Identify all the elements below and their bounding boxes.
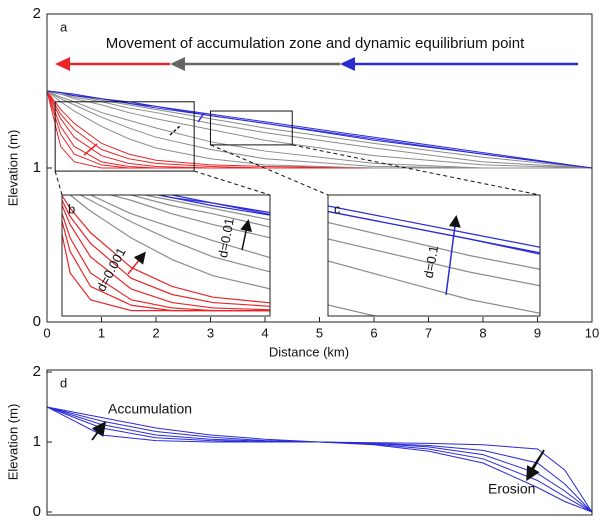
annotation: d=0.1 [421,244,441,279]
line [88,195,270,259]
inset-b-frame [61,194,271,317]
y-tick-label: 0 [33,503,41,520]
zoom-box [54,101,195,172]
line [167,195,270,214]
x-tick-label: 5 [316,325,323,340]
x-tick-label: 6 [370,325,377,340]
y-tick-label: 0 [33,313,41,330]
inset-label: c [334,201,341,216]
x-tick-label: 3 [207,325,214,340]
x-axis-label: Distance (km) [269,344,349,359]
panel-a-lines [47,90,592,169]
inset-b-lines [62,195,270,312]
chart-title: Movement of accumulation zone and dynami… [106,35,525,52]
x-tick-label: 1 [98,325,105,340]
panel-label: a [60,19,68,34]
line [69,195,270,290]
zoom-connector [292,144,541,196]
annotation: d=0.01 [215,217,237,259]
arrow [526,451,544,477]
x-tick-label: 9 [534,325,541,340]
y-tick-label: 2 [33,5,41,22]
zoom-box [210,110,293,146]
y-tick-label: 2 [33,363,41,380]
line [62,195,270,304]
line [62,203,270,311]
line [47,406,592,513]
zoom-connector [193,170,271,196]
x-tick-label: 4 [261,325,268,340]
line [62,211,270,312]
annotation: Erosion [488,481,535,497]
line [155,195,270,216]
line [47,90,592,169]
zoom-connector [54,170,63,196]
line [79,195,270,273]
inset-label: b [68,201,75,216]
annotation: Accumulation [108,401,192,417]
y-axis-label: Elevation (m) [5,130,20,207]
zoom-connector [210,144,329,196]
x-tick-label: 10 [585,325,599,340]
line [47,90,592,169]
line [47,90,592,169]
movement-arrows [55,57,578,156]
x-tick-label: 8 [479,325,486,340]
y-tick-label: 1 [33,159,41,176]
inset-arrows [127,215,461,296]
line [47,90,592,169]
inset-c-frame [327,194,541,317]
line [141,195,270,221]
line [47,90,592,169]
line [108,195,270,239]
y-tick-label: 1 [33,433,41,450]
line [47,90,592,169]
y-axis-label: Elevation (m) [5,404,20,481]
line [62,199,270,307]
line [128,195,270,228]
line [47,90,592,169]
panel-label: d [60,375,67,390]
arrow [91,421,107,441]
x-tick-label: 2 [152,325,159,340]
panel-d-lines [47,406,592,513]
x-tick-label: 7 [425,325,432,340]
x-tick-label: 0 [43,325,50,340]
